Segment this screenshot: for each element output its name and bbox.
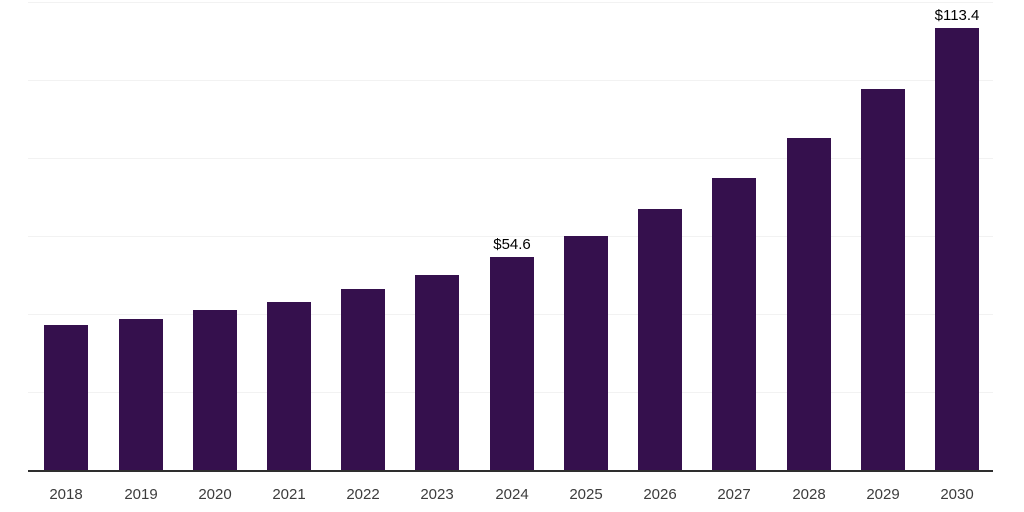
x-tick-label: 2029 (866, 486, 900, 503)
bar (490, 257, 534, 472)
bar (638, 209, 682, 472)
x-tick-label: 2024 (495, 486, 529, 503)
gridline (28, 2, 993, 3)
x-tick-label: 2027 (717, 486, 751, 503)
x-tick-label: 2030 (940, 486, 974, 503)
x-tick-label: 2022 (346, 486, 380, 503)
gridline (28, 158, 993, 159)
bar (564, 236, 608, 472)
x-tick-label: 2019 (124, 486, 158, 503)
bar (415, 275, 459, 472)
bar (712, 178, 756, 472)
x-tick-label: 2025 (569, 486, 603, 503)
bar (341, 289, 385, 472)
plot-area: $54.6 $113.4 (28, 0, 993, 472)
bar (787, 138, 831, 472)
bar (44, 325, 88, 472)
x-tick-label: 2023 (420, 486, 454, 503)
x-axis-line (28, 470, 993, 472)
bar (193, 310, 237, 472)
x-tick-label: 2020 (198, 486, 232, 503)
x-tick-label: 2021 (272, 486, 306, 503)
bar (119, 319, 163, 472)
bar (861, 89, 905, 472)
bar-value-label: $54.6 (493, 236, 531, 253)
bar (267, 302, 311, 472)
x-tick-label: 2028 (792, 486, 826, 503)
bar (935, 28, 979, 472)
x-tick-label: 2018 (49, 486, 83, 503)
bar-value-label: $113.4 (934, 7, 980, 24)
gridline (28, 80, 993, 81)
gridline (28, 236, 993, 237)
x-tick-label: 2026 (643, 486, 677, 503)
